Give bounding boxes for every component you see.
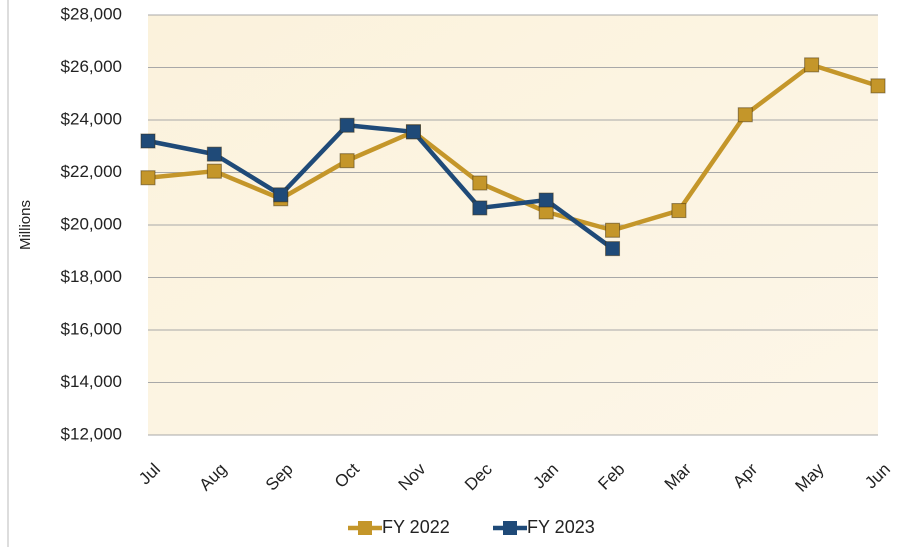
x-tick-label: Dec (461, 459, 496, 494)
legend-label: FY 2023 (527, 517, 595, 537)
y-tick-label: $24,000 (61, 109, 122, 128)
point-marker (206, 146, 222, 162)
x-tick-label: Jun (861, 460, 894, 493)
point-marker (671, 203, 687, 219)
y-tick-label: $26,000 (61, 57, 122, 76)
x-tick-label: Feb (594, 460, 628, 494)
point-marker (472, 175, 488, 191)
series-line (147, 123, 614, 251)
x-tick-label: Jul (135, 460, 164, 489)
point-marker (538, 192, 554, 208)
y-tick-label: $28,000 (61, 4, 122, 23)
x-tick-label: Oct (331, 459, 363, 491)
y-tick-label: $14,000 (61, 372, 122, 391)
point-marker (605, 241, 621, 257)
series-line (147, 62, 879, 233)
x-tick-label: May (791, 459, 827, 495)
x-tick-label: Aug (196, 460, 231, 495)
x-tick-label: Mar (661, 459, 695, 493)
y-tick-label: $12,000 (61, 424, 122, 443)
x-tick-label: Jan (529, 460, 562, 493)
y-tick-label: $16,000 (61, 319, 122, 338)
x-tick-label: Nov (395, 459, 430, 494)
point-marker (339, 117, 355, 133)
point-marker (870, 78, 886, 94)
point-marker (737, 107, 753, 123)
point-marker (405, 124, 421, 140)
point-marker (140, 133, 156, 149)
y-tick-label: $22,000 (61, 162, 122, 181)
point-marker (605, 222, 621, 238)
x-tick-label: Sep (262, 460, 297, 495)
y-tick-label: $20,000 (61, 214, 122, 233)
point-marker (339, 153, 355, 169)
legend-marker (358, 521, 372, 535)
point-marker (472, 200, 488, 216)
y-tick-label: $18,000 (61, 267, 122, 286)
legend-marker (503, 521, 517, 535)
point-marker (206, 163, 222, 179)
y-axis-label: Millions (17, 200, 34, 250)
legend-label: FY 2022 (382, 517, 450, 537)
point-marker (804, 57, 820, 73)
point-marker (273, 187, 289, 203)
point-marker (140, 170, 156, 186)
x-tick-label: Apr (729, 459, 761, 491)
